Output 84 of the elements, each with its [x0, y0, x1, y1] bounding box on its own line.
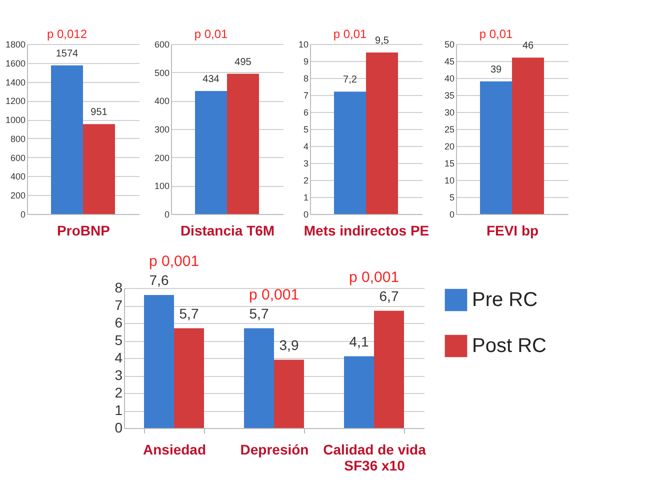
y-tick-label: 3 [303, 158, 308, 168]
x-tick-label: Ansiedad [142, 442, 206, 458]
y-tick-label: 300 [154, 124, 170, 134]
y-tick-label: 1600 [5, 58, 26, 68]
bar [374, 310, 404, 428]
x-tick-label: Depresión [240, 442, 309, 458]
data-label: 39 [490, 64, 502, 76]
data-label: 7,6 [149, 272, 169, 288]
text: p 0,01 [194, 27, 228, 41]
data-label: 4,1 [349, 333, 369, 350]
text: p 0,01 [333, 27, 367, 41]
y-tick-label: 400 [154, 96, 170, 106]
y-tick-label: 35 [444, 90, 454, 100]
y-tick-label: 400 [10, 172, 26, 182]
y-tick-label: 2 [303, 176, 308, 186]
data-label: 3,9 [279, 336, 299, 353]
y-tick-label: 8 [303, 74, 308, 84]
y-tick-label: 10 [298, 40, 308, 50]
y-tick-label: 9 [303, 56, 308, 66]
bar [244, 328, 274, 428]
y-tick-label: 4 [303, 142, 308, 152]
y-tick-label: 1000 [5, 115, 26, 126]
y-tick-label: 45 [444, 56, 454, 66]
data-label: 434 [202, 74, 220, 86]
text: p 0,001 [148, 253, 200, 270]
y-tick-label: 3 [114, 367, 123, 383]
y-tick-label: 6 [114, 314, 123, 330]
y-tick-label: 0 [20, 210, 26, 220]
bar [144, 295, 174, 428]
data-label: 495 [234, 56, 252, 68]
y-tick-label: 0 [449, 210, 454, 220]
y-tick-label: 5 [449, 192, 454, 202]
bar [274, 360, 304, 428]
y-tick-label: 7 [303, 90, 308, 100]
data-label: 5,7 [179, 305, 199, 322]
legend-label: Post RC [472, 335, 546, 357]
y-tick-label: 8 [114, 280, 123, 296]
data-label: 46 [522, 40, 534, 52]
y-tick-label: 0 [303, 210, 308, 220]
legend-label: Pre RC [472, 289, 538, 311]
y-tick-label: 30 [444, 108, 454, 118]
x-tick-label: Distancia T6M [180, 222, 275, 238]
annotation: p 0,001 [248, 286, 300, 304]
data-label: 5,7 [249, 305, 269, 322]
y-tick-label: 0 [114, 420, 123, 436]
y-tick-label: 800 [10, 134, 26, 144]
y-tick-label: 200 [154, 152, 170, 163]
y-tick-label: 600 [154, 40, 170, 50]
y-tick-label: 600 [10, 152, 26, 163]
y-tick-label: 200 [10, 190, 26, 201]
y-tick-label: 1800 [5, 40, 26, 50]
data-label: 1574 [56, 48, 79, 60]
y-tick-label: 2 [114, 384, 123, 400]
bar [344, 356, 374, 428]
text: p 0,012 [46, 27, 88, 41]
y-tick-label: 500 [154, 68, 170, 78]
y-tick-label: 50 [444, 40, 454, 50]
y-tick-label: 7 [114, 297, 123, 313]
x-tick-label: FEVI bp [486, 222, 539, 238]
x-tick-label: ProBNP [57, 222, 110, 238]
y-tick-label: 15 [444, 158, 454, 168]
y-tick-label: 100 [154, 181, 170, 192]
data-label: 9,5 [375, 36, 390, 46]
y-tick-label: 5 [114, 332, 123, 348]
x-tick-label: Calidad de vida SF36 x10 [323, 442, 426, 474]
text: p 0,001 [348, 268, 400, 286]
y-tick-label: 1400 [5, 77, 26, 88]
y-tick-label: 4 [114, 350, 123, 366]
bar [174, 328, 204, 428]
data-label: 951 [90, 107, 108, 118]
data-label: 6,7 [379, 288, 399, 304]
text: p 0,01 [479, 27, 513, 41]
y-tick-label: 5 [303, 124, 308, 134]
data-label: 7,2 [343, 74, 358, 86]
y-tick-label: 25 [444, 124, 454, 134]
y-tick-label: 6 [303, 108, 308, 118]
y-tick-label: 1 [114, 402, 123, 418]
y-tick-label: 0 [164, 210, 170, 220]
y-tick-label: 20 [444, 142, 454, 152]
y-tick-label: 1 [303, 192, 308, 202]
y-tick-label: 1200 [5, 96, 26, 106]
y-tick-label: 40 [444, 74, 454, 84]
x-tick-label: Mets indirectos PE [304, 222, 430, 238]
y-tick-label: 10 [444, 176, 454, 186]
